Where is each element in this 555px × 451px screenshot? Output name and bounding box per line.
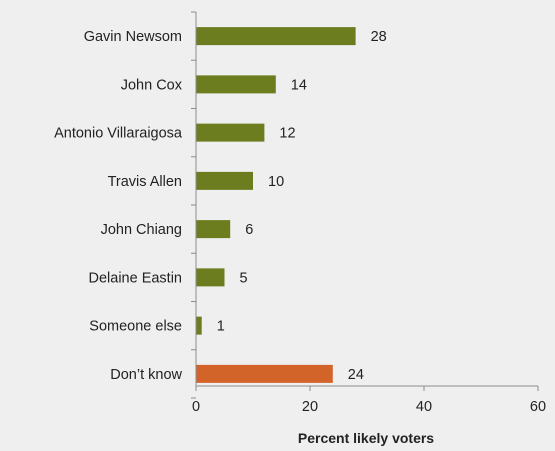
value-label: 5	[240, 270, 248, 286]
x-tick-label: 60	[530, 399, 546, 415]
category-label: John Chiang	[101, 222, 182, 238]
bar-4	[196, 220, 231, 239]
value-label: 6	[245, 222, 253, 238]
value-label: 10	[268, 174, 284, 190]
bar-1	[196, 75, 276, 94]
category-label: Gavin Newsom	[84, 29, 182, 45]
bar-3	[196, 171, 253, 190]
value-label: 1	[217, 319, 225, 335]
bar-7	[196, 364, 333, 383]
category-label: John Cox	[121, 77, 183, 93]
category-label: Antonio Villaraigosa	[54, 126, 183, 142]
value-label: 28	[371, 29, 387, 45]
x-tick-label: 40	[416, 399, 432, 415]
category-label: Travis Allen	[108, 174, 182, 190]
axes: 0 20 40 60	[191, 11, 546, 415]
category-label: Someone else	[89, 319, 182, 335]
x-tick-label: 20	[302, 399, 318, 415]
value-label: 12	[279, 126, 295, 142]
value-label: 14	[291, 77, 307, 93]
bar-6	[196, 316, 202, 335]
bar-0	[196, 27, 356, 46]
bar-5	[196, 268, 225, 287]
bar-2	[196, 123, 265, 142]
category-label: Don’t know	[110, 367, 182, 383]
value-label: 24	[348, 367, 364, 383]
category-label: Delaine Eastin	[89, 270, 183, 286]
x-axis-title: Percent likely voters	[298, 430, 434, 446]
bars-layer: Gavin Newsom 28 John Cox 14 Antonio Villarai…	[54, 27, 387, 383]
x-tick-label: 0	[192, 399, 200, 415]
